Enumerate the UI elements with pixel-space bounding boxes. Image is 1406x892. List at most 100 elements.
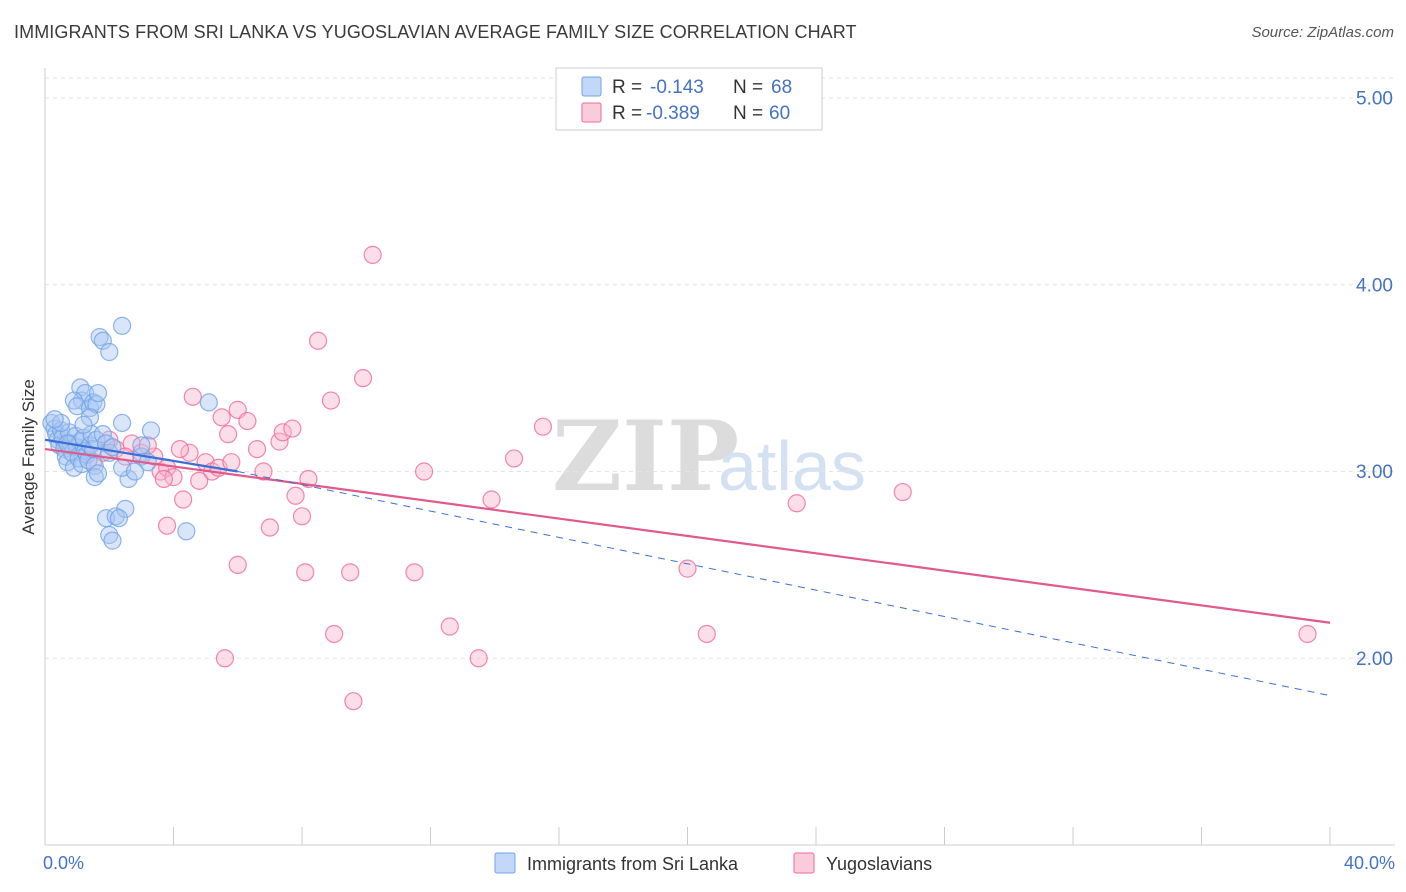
data-point <box>469 649 488 668</box>
data-point <box>341 563 360 582</box>
tick-labels: 2.00 3.00 4.00 5.00 0.0% 40.0% <box>43 89 1395 873</box>
data-point <box>260 518 279 537</box>
data-point <box>353 369 373 388</box>
data-point <box>74 415 93 434</box>
data-point <box>84 393 103 412</box>
data-point <box>893 482 912 502</box>
y-tick-label: 4.00 <box>1356 275 1393 296</box>
data-point <box>180 443 199 462</box>
data-point <box>678 559 697 578</box>
data-point <box>254 462 273 481</box>
data-point <box>212 408 231 427</box>
data-point <box>228 555 247 574</box>
data-point <box>219 425 238 444</box>
data-point <box>308 331 328 350</box>
x-tick-label-start: 0.0% <box>43 853 84 873</box>
data-point <box>80 408 100 427</box>
data-point <box>141 421 161 440</box>
data-point <box>215 649 234 668</box>
data-point <box>238 411 257 431</box>
data-point <box>183 387 202 406</box>
legend-swatch-sri-lanka <box>581 76 602 97</box>
legend-swatch-yugoslavians <box>581 102 602 123</box>
data-point <box>787 494 806 513</box>
data-point <box>103 438 122 457</box>
trend-lines <box>44 438 1331 697</box>
legend-n-value-1: 68 <box>771 77 792 98</box>
data-point <box>504 449 524 468</box>
data-point <box>174 490 193 509</box>
data-point <box>363 245 382 264</box>
data-point <box>170 439 190 459</box>
watermark-zip: ZIP <box>552 400 739 513</box>
data-point <box>199 393 218 412</box>
data-point <box>64 391 84 410</box>
y-tick-label: 2.00 <box>1356 649 1393 670</box>
stats-legend: R = -0.143 N = 68 R = -0.389 N = 60 <box>555 67 823 131</box>
axes <box>44 68 1395 846</box>
trend-line-sri-lanka-dashed <box>237 471 1331 697</box>
watermark: ZIP atlas <box>552 400 866 513</box>
data-point <box>222 453 241 472</box>
gridlines <box>45 77 1395 659</box>
data-points <box>42 245 1317 711</box>
chart-title: IMMIGRANTS FROM SRI LANKA VS YUGOSLAVIAN… <box>14 22 857 42</box>
legend-r-value-2: -0.389 <box>646 103 700 124</box>
data-point <box>119 469 138 489</box>
data-point <box>286 486 305 505</box>
data-point <box>325 624 344 644</box>
data-point <box>190 471 209 490</box>
legend-r-label-1: R = <box>612 77 642 98</box>
data-point <box>132 436 151 455</box>
data-point <box>273 423 292 442</box>
data-point <box>154 469 173 489</box>
data-point <box>45 410 64 429</box>
data-point <box>1298 624 1317 644</box>
data-point <box>112 316 132 335</box>
data-point <box>109 509 128 528</box>
data-point <box>116 499 135 518</box>
legend-item-sri-lanka: Immigrants from Sri Lanka <box>527 854 739 874</box>
data-point <box>533 417 553 436</box>
data-point <box>321 391 341 410</box>
legend-n-value-2: 60 <box>769 103 790 124</box>
data-point <box>125 462 145 481</box>
series-legend: Immigrants from Sri Lanka Yugoslavians <box>494 852 932 874</box>
watermark-atlas: atlas <box>718 427 866 505</box>
data-point <box>88 464 108 483</box>
legend-r-label-2: R = <box>612 103 642 124</box>
x-tick-label-end: 40.0% <box>1344 853 1395 873</box>
data-point <box>112 413 132 433</box>
legend-n-label-1: N = <box>733 77 763 98</box>
data-point <box>344 692 363 711</box>
y-tick-label: 3.00 <box>1356 462 1393 483</box>
data-point <box>296 563 315 582</box>
y-tick-label: 5.00 <box>1356 89 1393 110</box>
data-point <box>177 522 196 541</box>
y-axis-label: Average Family Size <box>19 379 38 535</box>
trend-line-yugoslavians <box>44 448 1331 624</box>
data-point <box>283 419 302 438</box>
data-point <box>440 617 459 636</box>
data-point <box>100 342 119 362</box>
data-point <box>697 624 716 644</box>
legend-item-yugoslavians: Yugoslavians <box>826 854 932 874</box>
legend-r-value-1: -0.143 <box>650 77 704 98</box>
data-point <box>292 507 312 526</box>
source-credit: Source: ZipAtlas.com <box>1251 24 1394 41</box>
data-point <box>157 516 177 535</box>
data-point <box>100 525 119 545</box>
data-point <box>405 563 424 582</box>
data-point <box>88 383 108 403</box>
legend-item-sri-lanka-swatch <box>494 852 516 874</box>
trend-line-sri-lanka <box>44 438 238 473</box>
data-point <box>106 507 125 526</box>
data-point <box>103 531 122 550</box>
legend-item-yugoslavians-swatch <box>793 852 815 874</box>
legend-n-label-2: N = <box>733 103 763 124</box>
data-point <box>482 490 501 509</box>
data-point <box>247 439 267 459</box>
data-point <box>93 331 112 350</box>
data-point <box>414 462 434 481</box>
